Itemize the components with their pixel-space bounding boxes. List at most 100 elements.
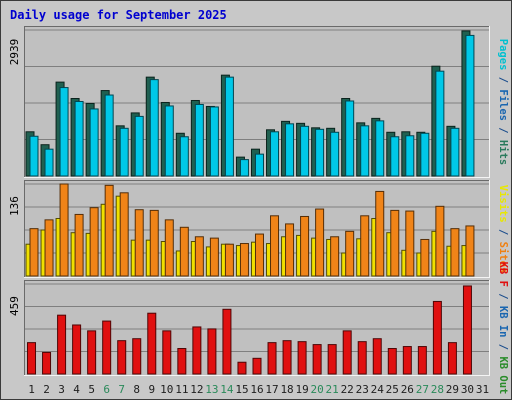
bar-files-day-22	[345, 100, 355, 177]
x-tick-label: 7	[118, 383, 125, 396]
bar-sites-day-18	[285, 223, 295, 277]
bar-kb-f-day-11	[177, 348, 187, 375]
bar-files-day-25	[390, 136, 400, 177]
bar-files-day-27	[420, 132, 430, 177]
y-axis-label-part-4: Hits	[497, 140, 509, 165]
bar-files-day-18	[285, 123, 295, 177]
bar-files-day-23	[360, 125, 370, 177]
x-axis-labels: 1 2 3 4 5 6 7 8 9 10 11 12 13 14 15 16 17 18 19 20 21 22 23 24 2…	[28, 383, 489, 396]
panel-top: 2939 Pages / Files / Hits	[8, 26, 509, 178]
bar-kb-f-day-2	[42, 351, 52, 375]
bar-kb-f-day-3	[57, 314, 67, 375]
y-axis-label-part-0: KB F	[497, 262, 509, 287]
bar-sites-day-9	[149, 209, 159, 277]
bar-files-day-28	[435, 70, 445, 177]
x-tick-label: 27	[416, 383, 429, 396]
bar-files-day-13	[209, 106, 219, 177]
bar-files-day-30	[465, 34, 475, 177]
x-tick-label: 4	[73, 383, 80, 396]
bar-sites-day-29	[450, 228, 460, 277]
x-tick-label: 26	[401, 383, 414, 396]
x-tick-label: 31	[476, 383, 489, 396]
x-tick-label: 6	[103, 383, 110, 396]
bar-kb-f-day-5	[87, 330, 97, 375]
bar-files-day-24	[375, 120, 385, 177]
bar-kb-f-day-30	[462, 285, 472, 375]
bar-kb-f-day-16	[252, 357, 262, 375]
bar-files-day-6	[104, 94, 114, 177]
bar-kb-f-day-18	[282, 340, 292, 375]
x-tick-label: 13	[205, 383, 218, 396]
bar-kb-f-day-28	[432, 300, 442, 375]
x-tick-label: 3	[58, 383, 65, 396]
bar-files-day-19	[300, 125, 310, 177]
bar-files-day-29	[450, 127, 460, 177]
y-max-label: 2939	[8, 39, 21, 66]
bar-files-day-3	[59, 87, 69, 177]
bar-files-day-26	[405, 135, 415, 177]
bar-kb-f-day-20	[312, 344, 322, 375]
bar-sites-day-14	[224, 243, 234, 277]
panel-middle: 136 Visits / Sites	[8, 180, 509, 278]
bar-sites-day-28	[435, 205, 445, 277]
y-axis-label: Visits / Sites	[497, 185, 509, 274]
bar-sites-day-13	[209, 237, 219, 277]
y-axis-label-part-3: /	[497, 337, 509, 356]
x-tick-label: 12	[190, 383, 203, 396]
bar-kb-f-day-12	[192, 326, 202, 375]
bar-kb-f-day-4	[72, 324, 82, 375]
bar-sites-day-21	[330, 236, 340, 277]
x-tick-label: 8	[133, 383, 140, 396]
bar-files-day-12	[194, 103, 204, 177]
bar-files-day-16	[254, 153, 264, 177]
bar-files-day-1	[29, 135, 39, 177]
bar-sites-day-20	[315, 208, 325, 277]
x-tick-label: 19	[295, 383, 308, 396]
x-tick-label: 10	[160, 383, 173, 396]
y-axis-label-part-1: /	[497, 70, 509, 89]
x-tick-label: 18	[280, 383, 293, 396]
chart-title: Daily usage for September 2025	[10, 8, 227, 22]
x-tick-label: 1	[28, 383, 35, 396]
y-axis-label-part-2: KB In	[497, 306, 509, 338]
bar-kb-f-day-17	[267, 342, 277, 375]
bar-sites-day-15	[239, 243, 249, 277]
bar-files-day-15	[239, 159, 249, 177]
bar-kb-f-day-23	[357, 341, 367, 375]
bar-sites-day-24	[375, 190, 385, 277]
bar-files-day-9	[149, 79, 159, 177]
y-axis-label-part-0: Visits	[497, 185, 509, 223]
bar-sites-day-7	[119, 192, 129, 277]
bar-sites-day-23	[360, 215, 370, 277]
y-axis-label: Pages / Files / Hits	[497, 39, 509, 165]
y-axis-label-part-4: KB Out	[497, 356, 509, 394]
bar-sites-day-4	[74, 213, 84, 277]
bar-kb-f-day-29	[447, 342, 457, 375]
bar-sites-day-30	[465, 225, 475, 277]
bar-kb-f-day-14	[222, 308, 232, 375]
x-tick-label: 23	[356, 383, 369, 396]
bar-files-day-17	[270, 131, 280, 177]
x-tick-label: 28	[431, 383, 444, 396]
bar-files-day-8	[134, 115, 144, 177]
x-tick-label: 29	[446, 383, 459, 396]
y-axis-label-part-0: Pages	[497, 39, 509, 71]
bar-sites-day-12	[194, 236, 204, 277]
bar-kb-f-day-24	[372, 338, 382, 375]
x-tick-label: 25	[386, 383, 399, 396]
bar-sites-day-22	[345, 230, 355, 277]
bar-files-day-4	[74, 100, 84, 177]
bar-sites-day-16	[254, 233, 264, 277]
bar-kb-f-day-25	[387, 348, 397, 375]
y-axis-label-part-2: Files	[497, 89, 509, 121]
bar-sites-day-19	[300, 215, 310, 277]
x-tick-label: 16	[250, 383, 263, 396]
bar-files-day-14	[224, 76, 234, 177]
bar-files-day-10	[164, 105, 174, 177]
x-tick-label: 15	[235, 383, 248, 396]
x-tick-label: 2	[43, 383, 50, 396]
bar-kb-f-day-7	[117, 340, 127, 375]
